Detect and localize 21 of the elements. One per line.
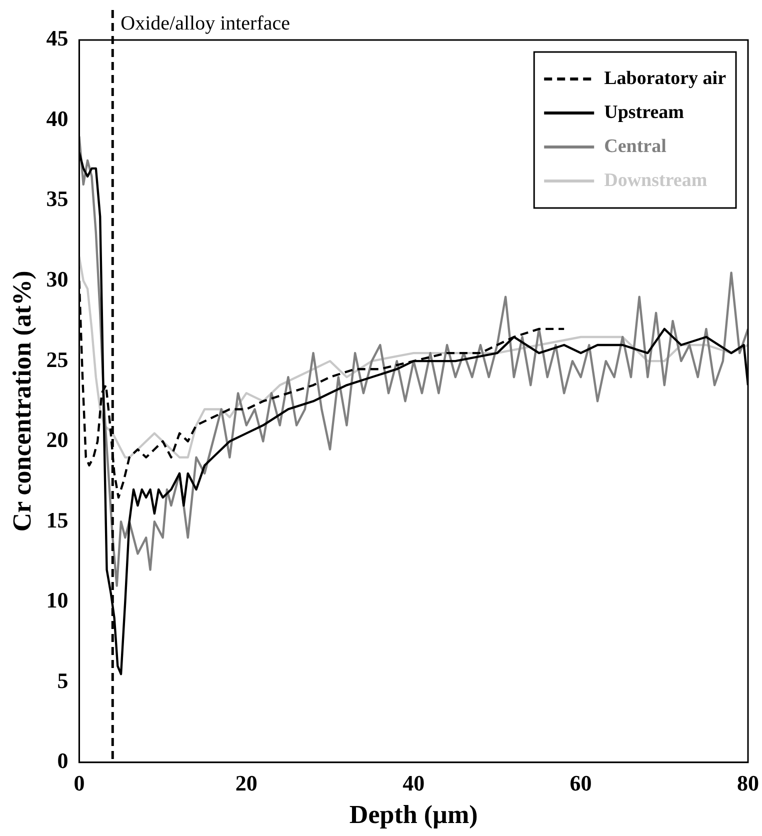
x-axis-title: Depth (µm) — [349, 800, 478, 830]
y-tick-label: 15 — [46, 507, 68, 532]
y-tick-label: 10 — [46, 588, 68, 613]
y-tick-label: 5 — [57, 668, 68, 693]
y-tick-label: 40 — [46, 106, 68, 131]
y-tick-label: 0 — [57, 748, 68, 774]
ref-line-label: Oxide/alloy interface — [120, 12, 290, 34]
legend-label: Central — [604, 136, 666, 157]
y-tick-label: 35 — [46, 186, 68, 212]
x-tick-label: 20 — [235, 770, 258, 796]
x-tick-label: 80 — [737, 770, 759, 796]
x-tick-label: 0 — [74, 770, 85, 796]
y-axis-title: Cr concentration (at%) — [7, 270, 36, 532]
y-tick-label: 30 — [46, 266, 68, 292]
y-tick-label: 20 — [46, 427, 68, 452]
y-tick-label: 45 — [46, 26, 68, 51]
legend-label: Upstream — [604, 102, 684, 123]
x-tick-label: 40 — [402, 770, 425, 796]
legend-label: Laboratory air — [604, 68, 727, 89]
y-tick-label: 25 — [46, 346, 68, 372]
x-tick-label: 60 — [570, 770, 592, 796]
